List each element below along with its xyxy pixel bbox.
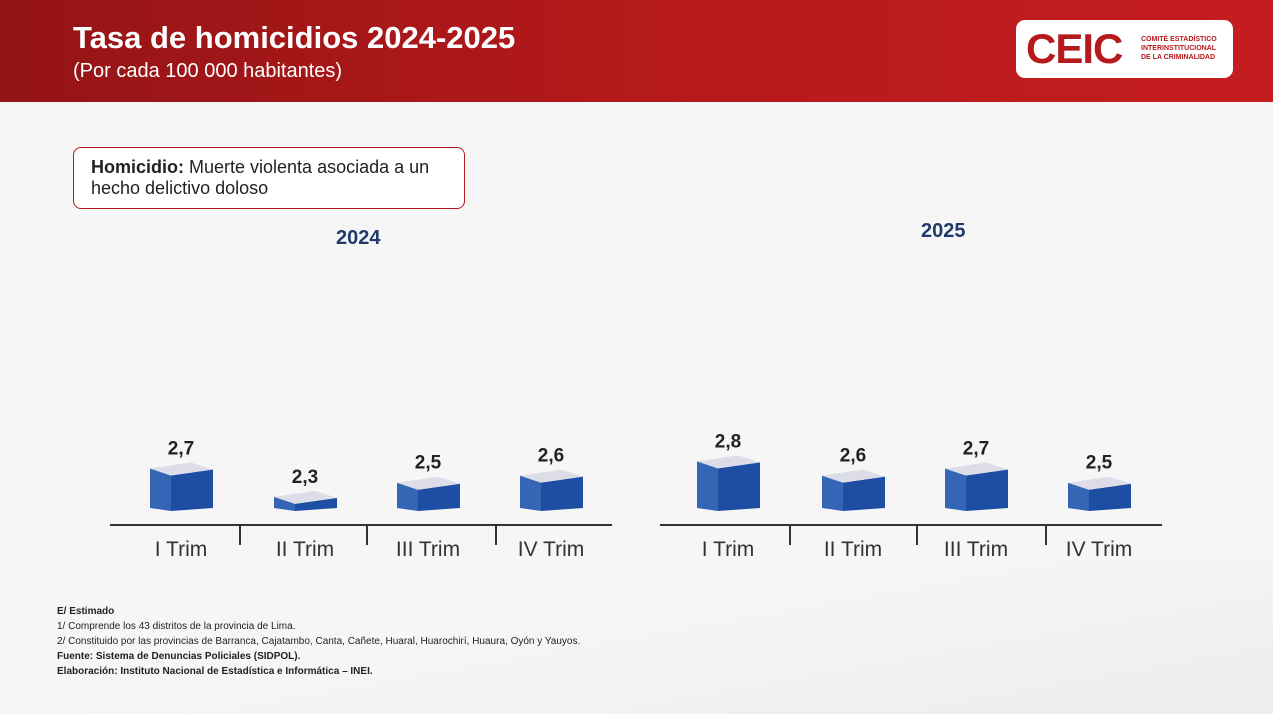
data-label-2025-1: 2,6 xyxy=(840,446,866,467)
data-label-2025-0: 2,8 xyxy=(715,431,741,452)
bar-2025-0 xyxy=(718,462,760,511)
note-elaboracion: Elaboración: Instituto Nacional de Estad… xyxy=(57,666,373,677)
category-label-2024-3: IV Trim xyxy=(518,538,585,561)
bar-side-2024-3 xyxy=(520,475,541,511)
logo-line-1: COMITÉ ESTADÍSTICO xyxy=(1141,36,1217,43)
note-1: 1/ Comprende los 43 distritos de la prov… xyxy=(57,621,296,632)
bar-side-2024-2 xyxy=(397,482,418,511)
bar-side-2024-0 xyxy=(150,468,171,511)
definition-text: Homicidio: Muerte violenta asociada a un… xyxy=(91,157,461,199)
data-label-2025-3: 2,5 xyxy=(1086,453,1113,474)
category-label-2025-0: I Trim xyxy=(702,538,755,561)
bar-2024-2 xyxy=(418,483,460,511)
bar-top-2025-3 xyxy=(1068,476,1131,490)
bar-top-2025-0 xyxy=(697,455,760,469)
bar-2025-2 xyxy=(966,469,1008,511)
data-label-2024-3: 2,6 xyxy=(538,446,564,467)
data-label-2024-1: 2,3 xyxy=(292,467,318,488)
bar-side-2024-1 xyxy=(274,496,295,511)
background-fade xyxy=(0,560,1273,714)
bar-side-2025-0 xyxy=(697,461,718,511)
data-label-2024-0: 2,7 xyxy=(168,439,194,460)
logo-mark: CEIC xyxy=(1026,25,1123,72)
bar-top-2024-3 xyxy=(520,469,583,483)
definition-body: Muerte violenta asociada a un hecho deli… xyxy=(91,157,430,198)
category-label-2025-3: IV Trim xyxy=(1066,538,1133,561)
definition-box: Homicidio: Muerte violenta asociada a un… xyxy=(73,147,465,209)
logo-text: COMITÉ ESTADÍSTICO INTERINSTITUCIONAL DE… xyxy=(1141,35,1217,62)
ceic-logo: CEIC COMITÉ ESTADÍSTICO INTERINSTITUCION… xyxy=(1016,20,1233,78)
category-label-2025-2: III Trim xyxy=(944,538,1008,561)
bar-2024-3 xyxy=(541,476,583,511)
bar-side-2025-2 xyxy=(945,468,966,511)
note-estimado: E/ Estimado xyxy=(57,606,115,617)
data-label-2024-2: 2,5 xyxy=(415,453,442,474)
category-label-2024-2: III Trim xyxy=(396,538,460,561)
category-label-2025-1: II Trim xyxy=(824,538,882,561)
definition-term: Homicidio: xyxy=(91,157,184,177)
category-label-2024-1: II Trim xyxy=(276,538,334,561)
logo-line-2: INTERINSTITUCIONAL xyxy=(1141,45,1217,52)
data-label-2025-2: 2,7 xyxy=(963,439,989,460)
bar-side-2025-3 xyxy=(1068,482,1089,511)
bar-side-2025-1 xyxy=(822,475,843,511)
bar-top-2024-0 xyxy=(150,462,213,476)
logo-line-3: DE LA CRIMINALIDAD xyxy=(1141,54,1216,61)
bar-top-2024-2 xyxy=(397,476,460,490)
bar-top-2025-2 xyxy=(945,462,1008,476)
header-banner: Tasa de homicidios 2024-2025 (Por cada 1… xyxy=(0,0,1273,102)
bar-2024-0 xyxy=(171,469,213,511)
bar-top-2025-1 xyxy=(822,469,885,483)
category-label-2024-0: I Trim xyxy=(155,538,208,561)
note-fuente: Fuente: Sistema de Denuncias Policiales … xyxy=(57,651,301,662)
footnotes: E/ Estimado 1/ Comprende los 43 distrito… xyxy=(57,604,580,679)
bar-2025-1 xyxy=(843,476,885,511)
note-2: 2/ Constituido por las provincias de Bar… xyxy=(57,636,581,647)
chart-title-2025: 2025 xyxy=(921,220,966,242)
bar-2024-1 xyxy=(295,497,337,511)
bar-top-2024-1 xyxy=(274,490,337,504)
page-title: Tasa de homicidios 2024-2025 xyxy=(73,20,516,55)
page-subtitle: (Por cada 100 000 habitantes) xyxy=(73,60,343,82)
chart-title-2024: 2024 xyxy=(336,227,381,249)
bar-2025-3 xyxy=(1089,483,1131,511)
